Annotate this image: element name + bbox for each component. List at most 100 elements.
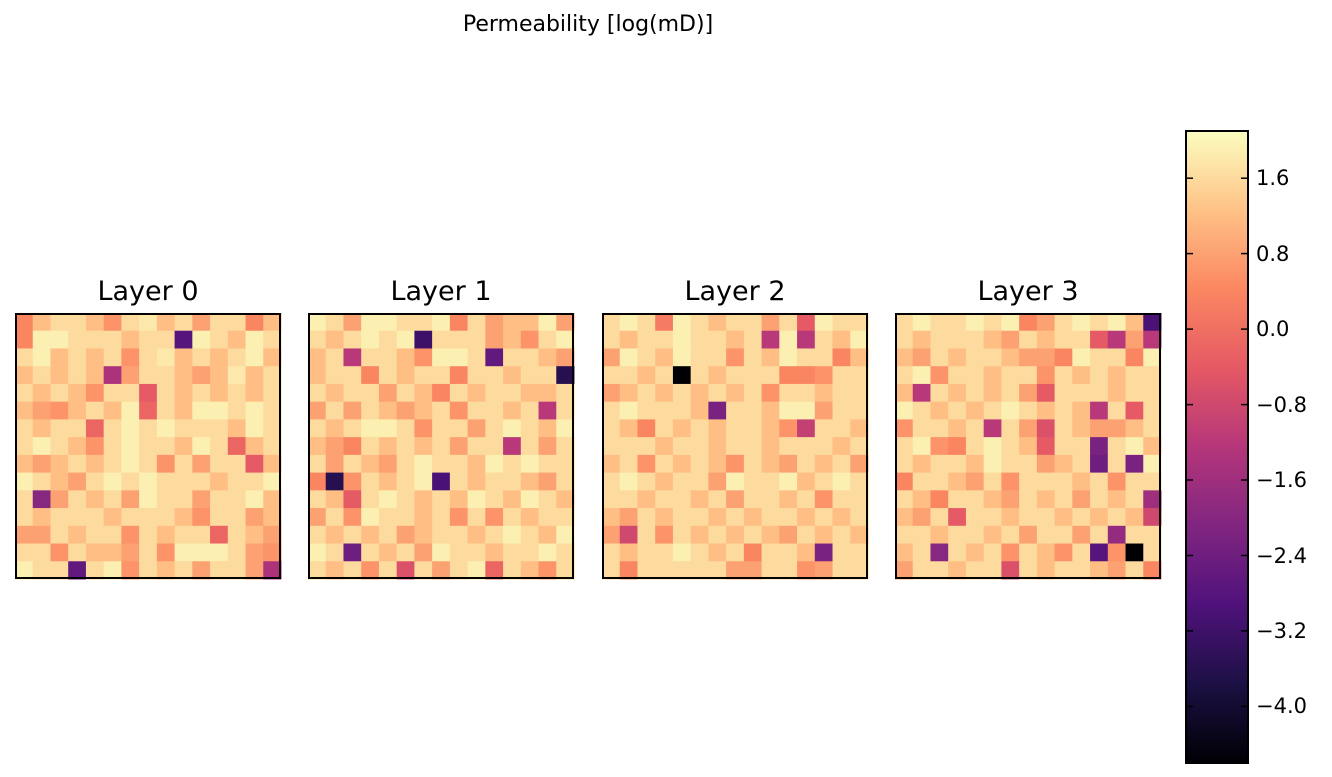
heatmap-cell — [32, 437, 51, 456]
heatmap-cell — [930, 525, 949, 545]
heatmap-cell — [637, 313, 656, 332]
heatmap-cell — [832, 348, 851, 367]
heatmap-cell — [1143, 437, 1162, 456]
heatmap-cell — [930, 366, 949, 385]
heatmap-cell — [895, 508, 914, 527]
heatmap-cell — [227, 313, 247, 332]
heatmap-cell — [139, 525, 158, 545]
heatmap-cell — [556, 543, 575, 562]
heatmap-cell — [814, 561, 834, 580]
heatmap-cell — [912, 525, 931, 545]
heatmap-cell — [637, 490, 656, 509]
heatmap-cell — [708, 525, 727, 545]
heatmap-cell — [948, 472, 967, 491]
heatmap-cell — [912, 454, 931, 474]
heatmap-cell — [449, 383, 469, 403]
heatmap-cell — [1054, 401, 1073, 420]
heatmap-cell — [1036, 472, 1056, 491]
heatmap-cell — [467, 330, 486, 349]
heatmap-cell — [538, 366, 557, 385]
heatmap-cell — [655, 490, 674, 509]
heatmap-cell — [485, 454, 504, 474]
heatmap-cell — [1090, 561, 1109, 580]
heatmap-cell — [1090, 313, 1109, 332]
heatmap-cell — [779, 490, 798, 509]
heatmap-cell — [832, 454, 851, 474]
heatmap-cell — [343, 525, 362, 545]
heatmap-cell — [485, 508, 504, 527]
heatmap-cell — [103, 561, 122, 580]
heatmap-cell — [655, 437, 674, 456]
heatmap-cell — [308, 472, 327, 491]
heatmap-cell — [245, 490, 264, 509]
heatmap-cell — [538, 561, 557, 580]
heatmap-cell — [1001, 525, 1020, 545]
heatmap-cell — [1019, 543, 1038, 562]
heatmap-cell — [690, 419, 709, 438]
heatmap-cell — [68, 419, 87, 438]
heatmap-cell — [85, 383, 105, 403]
heatmap-cell — [1054, 508, 1073, 527]
heatmap-cell — [139, 401, 158, 420]
heatmap-cell — [761, 366, 780, 385]
heatmap-cell — [192, 383, 211, 403]
heatmap-cell — [103, 330, 122, 349]
heatmap-cell — [602, 383, 621, 403]
heatmap-cell — [895, 490, 914, 509]
heatmap-cell — [912, 508, 931, 527]
heatmap-cell — [814, 454, 834, 474]
heatmap-cell — [637, 330, 656, 349]
heatmap-cell — [538, 313, 557, 332]
heatmap-cell — [1090, 490, 1109, 509]
heatmap-cell — [15, 525, 34, 545]
heatmap-cell — [50, 401, 69, 420]
heatmap-cell — [948, 508, 967, 527]
heatmap-cell — [245, 437, 264, 456]
heatmap-cell — [850, 525, 869, 545]
heatmap-cell — [1072, 419, 1091, 438]
colorbar-tick-label: 0.8 — [1256, 241, 1290, 266]
heatmap-cell — [708, 401, 727, 420]
panel-title-layer-2: Layer 2 — [684, 276, 786, 307]
heatmap-cell — [655, 383, 674, 403]
heatmap-cell — [655, 348, 674, 367]
heatmap-cell — [467, 437, 486, 456]
heatmap-cell — [1001, 454, 1020, 474]
heatmap-cell — [690, 401, 709, 420]
heatmap-cell — [556, 454, 575, 474]
heatmap-cell — [1019, 525, 1038, 545]
heatmap-cell — [263, 330, 282, 349]
heatmap-cell — [85, 472, 105, 491]
heatmap-cell — [121, 366, 140, 385]
heatmap-cell — [245, 366, 264, 385]
heatmap-cell — [743, 490, 763, 509]
heatmap-cell — [655, 313, 674, 332]
heatmap-cell — [948, 313, 967, 332]
heatmap-cell — [503, 313, 522, 332]
heatmap-cell — [139, 508, 158, 527]
heatmap-cell — [1107, 490, 1127, 509]
heatmap-cell — [308, 454, 327, 474]
heatmap-cell — [965, 437, 985, 456]
heatmap-cell — [308, 561, 327, 580]
heatmap-cell — [965, 561, 985, 580]
heatmap-cell — [779, 561, 798, 580]
heatmap-cell — [192, 366, 211, 385]
heatmap-cell — [15, 401, 34, 420]
heatmap-cell — [556, 472, 575, 491]
heatmap-cell — [192, 313, 211, 332]
heatmap-cell — [227, 543, 247, 562]
heatmap-cell — [637, 383, 656, 403]
heatmap-cell — [503, 508, 522, 527]
heatmap-cell — [485, 313, 504, 332]
heatmap-cell — [895, 366, 914, 385]
heatmap-cell — [538, 419, 557, 438]
heatmap-cell — [983, 525, 1002, 545]
heatmap-cell — [814, 490, 834, 509]
heatmap-cell — [361, 330, 380, 349]
heatmap-cell — [672, 543, 692, 562]
heatmap-cell — [983, 383, 1002, 403]
heatmap-cell — [965, 330, 985, 349]
heatmap-cell — [948, 490, 967, 509]
heatmap-cell — [797, 348, 816, 367]
